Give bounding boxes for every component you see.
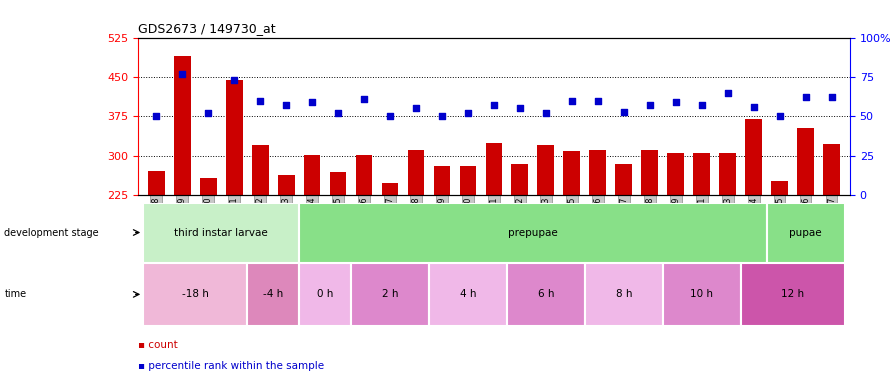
Point (461, 110, 475, 116)
Text: 4 h: 4 h (460, 290, 476, 299)
Point (591, 98, 605, 104)
Point (721, 90, 735, 96)
Bar (486, 142, 502, 313)
Text: 0 h: 0 h (317, 290, 333, 299)
Bar (538, 145, 554, 313)
Text: 6 h: 6 h (538, 290, 554, 299)
Point (383, 113, 397, 119)
Bar (382, 183, 399, 313)
Bar (226, 80, 243, 313)
Bar (668, 153, 684, 313)
Bar (303, 154, 320, 313)
Text: 10 h: 10 h (691, 290, 713, 299)
Point (435, 113, 449, 119)
Text: development stage: development stage (4, 228, 99, 237)
Bar (823, 144, 840, 313)
Point (175, 71, 190, 77)
Point (253, 98, 267, 104)
Bar (585, 262, 663, 326)
Bar (719, 153, 736, 313)
Text: third instar larvae: third instar larvae (174, 228, 268, 237)
Text: -4 h: -4 h (263, 290, 283, 299)
Point (513, 105, 527, 111)
Bar (563, 152, 580, 313)
Bar (433, 166, 450, 313)
Point (617, 108, 631, 114)
Bar (767, 202, 845, 262)
Bar (247, 262, 299, 326)
Bar (693, 153, 710, 313)
Bar (642, 150, 659, 313)
Bar (615, 164, 632, 313)
Text: GDS2673 / 149730_at: GDS2673 / 149730_at (138, 22, 276, 35)
Bar (356, 154, 373, 313)
Text: pupae: pupae (789, 228, 822, 237)
Point (668, 99, 683, 105)
Bar (299, 262, 351, 326)
Bar (143, 202, 299, 262)
Point (201, 110, 215, 116)
Point (357, 96, 371, 102)
Bar (278, 175, 295, 313)
Bar (252, 145, 269, 313)
Bar (507, 262, 585, 326)
Point (149, 113, 163, 119)
Bar (174, 56, 190, 313)
Point (409, 105, 423, 111)
Text: 2 h: 2 h (382, 290, 398, 299)
Bar (329, 172, 346, 313)
Point (695, 102, 709, 108)
Text: ▪ count: ▪ count (138, 340, 178, 350)
Bar (351, 262, 429, 326)
Point (538, 110, 553, 116)
Bar (745, 119, 762, 313)
Text: 12 h: 12 h (781, 290, 805, 299)
Point (747, 104, 761, 110)
Text: 8 h: 8 h (616, 290, 632, 299)
Text: ▪ percentile rank within the sample: ▪ percentile rank within the sample (138, 361, 324, 370)
Bar (143, 262, 247, 326)
Point (331, 110, 345, 116)
Bar (740, 262, 845, 326)
Text: -18 h: -18 h (182, 290, 208, 299)
Bar (512, 164, 529, 313)
Point (565, 98, 579, 104)
Text: time: time (4, 290, 27, 299)
Point (643, 102, 657, 108)
Point (487, 102, 501, 108)
Bar (429, 262, 507, 326)
Bar (589, 150, 606, 313)
Bar (797, 128, 814, 313)
Point (825, 94, 839, 100)
Text: prepupae: prepupae (508, 228, 558, 237)
Point (773, 113, 787, 119)
Point (227, 77, 241, 83)
Point (279, 102, 293, 108)
Bar (459, 166, 476, 313)
Bar (772, 181, 789, 313)
Point (305, 99, 320, 105)
Bar (408, 150, 425, 313)
Bar (199, 178, 216, 313)
Bar (663, 262, 740, 326)
Bar (299, 202, 767, 262)
Bar (148, 171, 165, 313)
Point (798, 94, 813, 100)
